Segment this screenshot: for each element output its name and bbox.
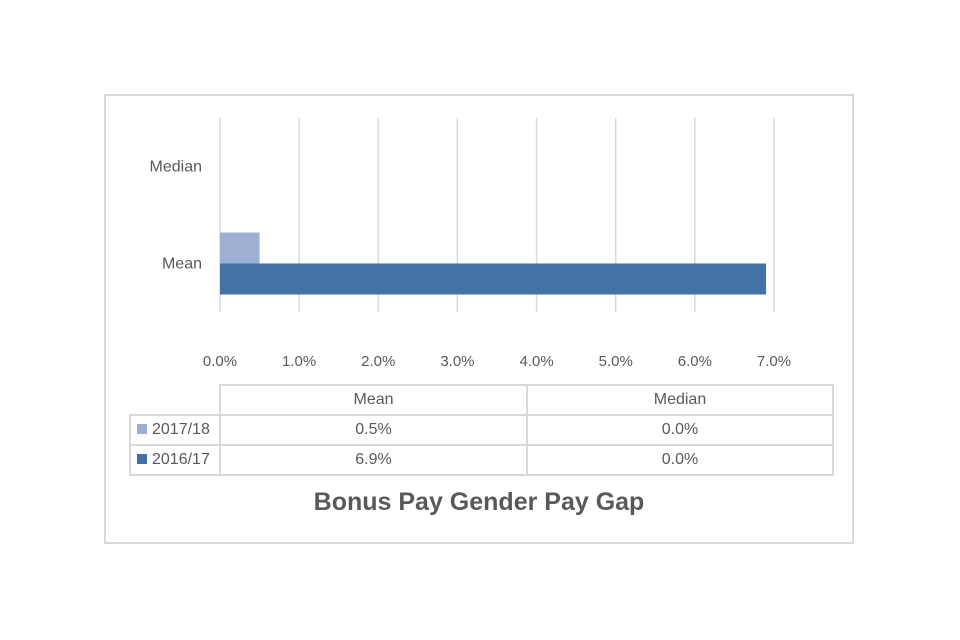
bar	[220, 263, 767, 295]
data-table: Mean Median 2017/18 0.5% 0.0% 2016/17 6.…	[129, 384, 834, 476]
x-tick-label: 5.0%	[599, 353, 633, 370]
category-label: Median	[150, 159, 202, 176]
x-tick-label: 1.0%	[282, 353, 316, 370]
chart-title: Bonus Pay Gender Pay Gap	[313, 488, 645, 516]
legend-swatch-2016-17	[137, 454, 147, 464]
x-tick-label: 4.0%	[519, 353, 553, 370]
data-table-header-median: Median	[526, 384, 834, 416]
data-table-cell: 0.0%	[526, 444, 834, 476]
legend-label-2016-17: 2016/17	[152, 451, 210, 468]
data-table-header-mean: Mean	[219, 384, 528, 416]
legend-label-2017-18: 2017/18	[152, 421, 210, 438]
x-tick-label: 0.0%	[203, 353, 237, 370]
x-tick-label: 7.0%	[757, 353, 791, 370]
data-table-row: 2017/18 0.5% 0.0%	[129, 414, 834, 446]
plot-area: 0.0% 1.0% 2.0% 3.0% 4.0% 5.0% 6.0% 7.0% Mean Medi…	[150, 118, 791, 370]
legend-swatch-2017-18	[137, 424, 147, 434]
data-table-header-row: Mean Median	[130, 384, 834, 416]
x-tick-label: 6.0%	[678, 353, 712, 370]
chart-frame: 0.0% 1.0% 2.0% 3.0% 4.0% 5.0% 6.0% 7.0% Mean Medi…	[104, 94, 854, 544]
x-tick-label: 2.0%	[361, 353, 395, 370]
data-table-series-cell: 2016/17	[129, 444, 221, 476]
bar	[220, 232, 260, 264]
data-table-series-cell: 2017/18	[129, 414, 221, 446]
data-table-cell: 0.5%	[219, 414, 528, 446]
category-label: Mean	[162, 256, 202, 273]
data-table-row: 2016/17 6.9% 0.0%	[129, 444, 834, 476]
data-table-cell: 6.9%	[219, 444, 528, 476]
x-tick-label: 3.0%	[440, 353, 474, 370]
data-table-corner	[130, 385, 220, 415]
data-table-cell: 0.0%	[526, 414, 834, 446]
